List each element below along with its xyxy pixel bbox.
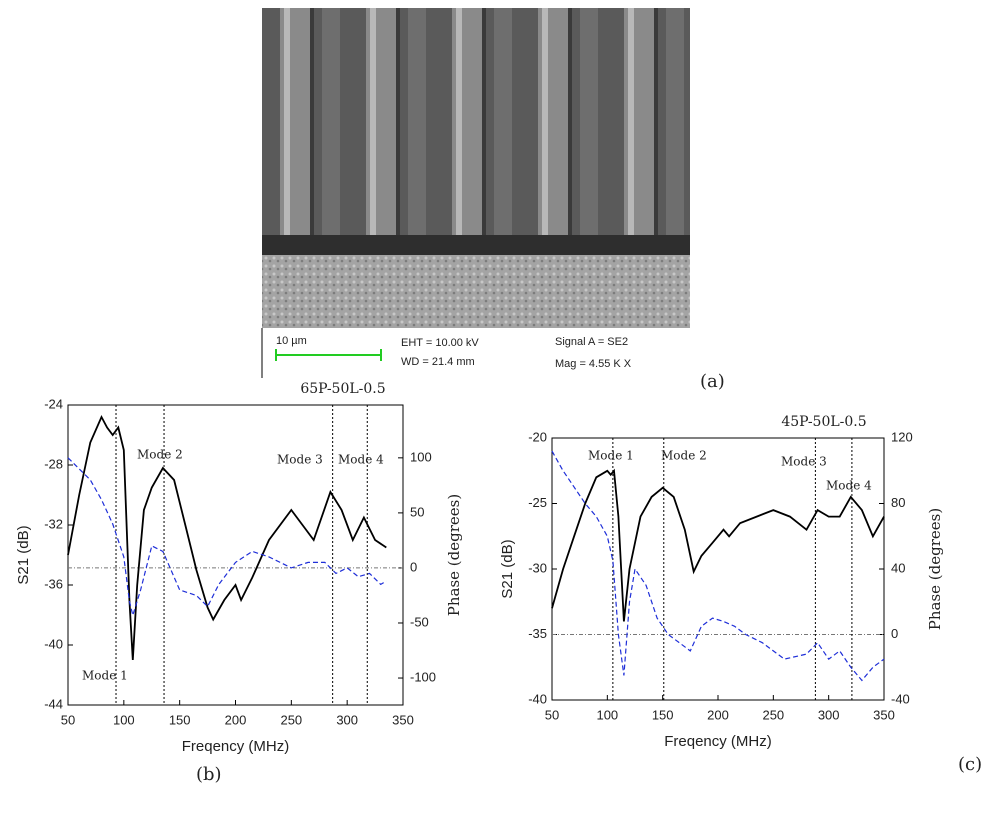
wd: WD = 21.4 mm: [401, 356, 475, 368]
series-line: [551, 450, 885, 682]
x-tick-label: 150: [652, 707, 674, 722]
mode-label: Mode 3: [277, 453, 323, 467]
x-tick-label: 200: [225, 712, 247, 727]
mode-label: Mode 4: [338, 453, 384, 467]
plot-frame: [67, 404, 404, 706]
panel-label: (c): [958, 754, 982, 775]
y2-tick-label: 40: [891, 560, 905, 575]
series-line: [551, 468, 885, 622]
scale-label: 10 µm: [276, 335, 307, 347]
y2-axis-label: Phase (degrees): [926, 508, 944, 630]
x-tick-label: 50: [61, 712, 75, 727]
y2-tick-label: 100: [410, 449, 432, 464]
x-tick-label: 350: [392, 712, 414, 727]
x-tick-label: 50: [545, 707, 559, 722]
y-tick-label: -24: [44, 396, 63, 411]
y2-tick-label: 0: [410, 559, 417, 574]
y-tick-label: -30: [528, 560, 547, 575]
y-tick-label: -35: [528, 626, 547, 641]
y-tick-label: -32: [44, 516, 63, 531]
x-tick-label: 200: [707, 707, 729, 722]
y2-axis-label: Phase (degrees): [445, 494, 463, 616]
y2-tick-label: -40: [891, 691, 910, 706]
y-tick-label: -28: [44, 456, 63, 471]
y-axis-label: S21 (dB): [15, 525, 32, 584]
y2-tick-label: 120: [891, 429, 913, 444]
sem-info-bar: [262, 328, 690, 378]
y-tick-label: -44: [44, 696, 63, 711]
y2-tick-label: 50: [410, 504, 424, 519]
x-tick-label: 100: [113, 712, 135, 727]
x-tick-label: 100: [596, 707, 618, 722]
y-axis-label: S21 (dB): [499, 539, 516, 598]
sem-shadow: [262, 235, 690, 255]
x-axis-label: Freqency (MHz): [182, 738, 290, 755]
y2-tick-label: 0: [891, 626, 898, 641]
x-tick-label: 300: [336, 712, 358, 727]
y-tick-label: -36: [44, 576, 63, 591]
panel-label: (b): [196, 764, 222, 785]
mode-label: Mode 2: [661, 449, 707, 463]
chart-title: 45P-50L-0.5: [781, 414, 866, 430]
x-tick-label: 250: [762, 707, 784, 722]
mode-label: Mode 1: [588, 449, 634, 463]
mode-label: Mode 2: [137, 448, 183, 462]
plot-frame: [551, 437, 885, 701]
y-tick-label: -25: [528, 495, 547, 510]
y2-tick-label: 80: [891, 495, 905, 510]
mode-label: Mode 1: [82, 669, 128, 683]
mode-label: Mode 3: [781, 455, 827, 469]
y2-tick-label: -100: [410, 669, 436, 684]
series-line: [67, 414, 387, 661]
x-tick-label: 350: [873, 707, 895, 722]
mode-label: Mode 4: [826, 479, 872, 493]
y-tick-label: -20: [528, 429, 547, 444]
mag: Mag = 4.55 K X: [555, 358, 632, 370]
sem-substrate: [262, 255, 690, 328]
x-tick-label: 250: [280, 712, 302, 727]
x-tick-label: 300: [818, 707, 840, 722]
sem-image: 10 µm EHT = 10.00 kV WD = 21.4 mm Signal…: [261, 8, 690, 378]
x-axis-label: Freqency (MHz): [664, 733, 772, 750]
y2-tick-label: -50: [410, 614, 429, 629]
eht: EHT = 10.00 kV: [401, 337, 479, 349]
chart-title: 65P-50L-0.5: [300, 381, 385, 397]
series-line: [67, 457, 387, 618]
x-tick-label: 150: [169, 712, 191, 727]
panel-label: (a): [700, 371, 725, 392]
sem-ridges: [262, 8, 690, 258]
y-tick-label: -40: [44, 636, 63, 651]
y-tick-label: -40: [528, 691, 547, 706]
signal: Signal A = SE2: [555, 336, 628, 348]
